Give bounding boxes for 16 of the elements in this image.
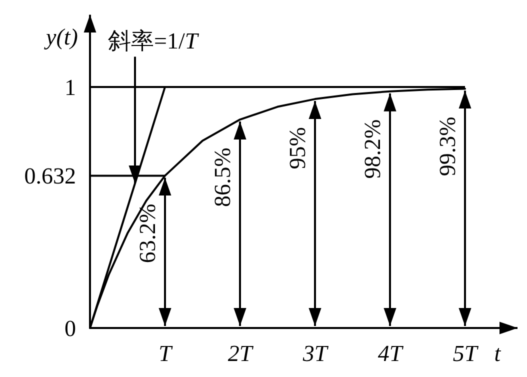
annotation: 86.5% <box>210 148 235 207</box>
y-tick-label: 1 <box>64 75 76 100</box>
y-tick-label: 0 <box>64 316 76 341</box>
y-tick-label: 0.632 <box>24 164 76 189</box>
x-tick-label: 2T <box>228 341 254 366</box>
annotation: 95% <box>285 127 310 170</box>
x-axis-title: t <box>494 341 502 366</box>
annotation: 99.3% <box>435 116 460 176</box>
x-tick-label: T <box>158 341 174 366</box>
y-axis-title: y(t) <box>44 24 78 50</box>
x-tick-label: 4T <box>378 341 404 366</box>
annotation: 98.2% <box>360 119 385 179</box>
x-tick-label: 3T <box>302 341 330 366</box>
x-tick-label: 5T <box>452 341 480 366</box>
annotation: 斜率=1/T <box>108 28 200 54</box>
annotation: 63.2% <box>135 204 160 264</box>
